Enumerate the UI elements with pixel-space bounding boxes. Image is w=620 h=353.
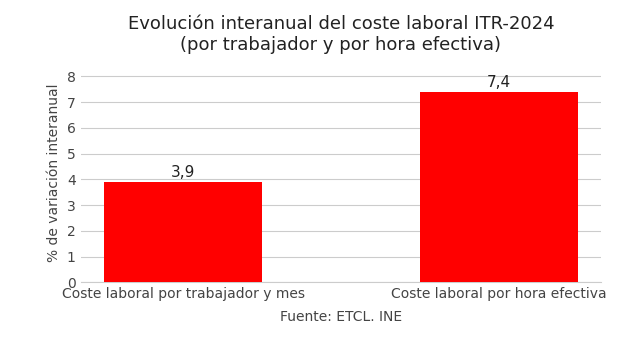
Bar bbox=[104, 182, 262, 282]
Title: Evolución interanual del coste laboral ITR-2024
(por trabajador y por hora efect: Evolución interanual del coste laboral I… bbox=[128, 15, 554, 54]
Bar bbox=[420, 92, 578, 282]
Text: 3,9: 3,9 bbox=[171, 165, 195, 180]
Text: 7,4: 7,4 bbox=[487, 75, 511, 90]
X-axis label: Fuente: ETCL. INE: Fuente: ETCL. INE bbox=[280, 310, 402, 324]
Y-axis label: % de variación interanual: % de variación interanual bbox=[47, 84, 61, 262]
